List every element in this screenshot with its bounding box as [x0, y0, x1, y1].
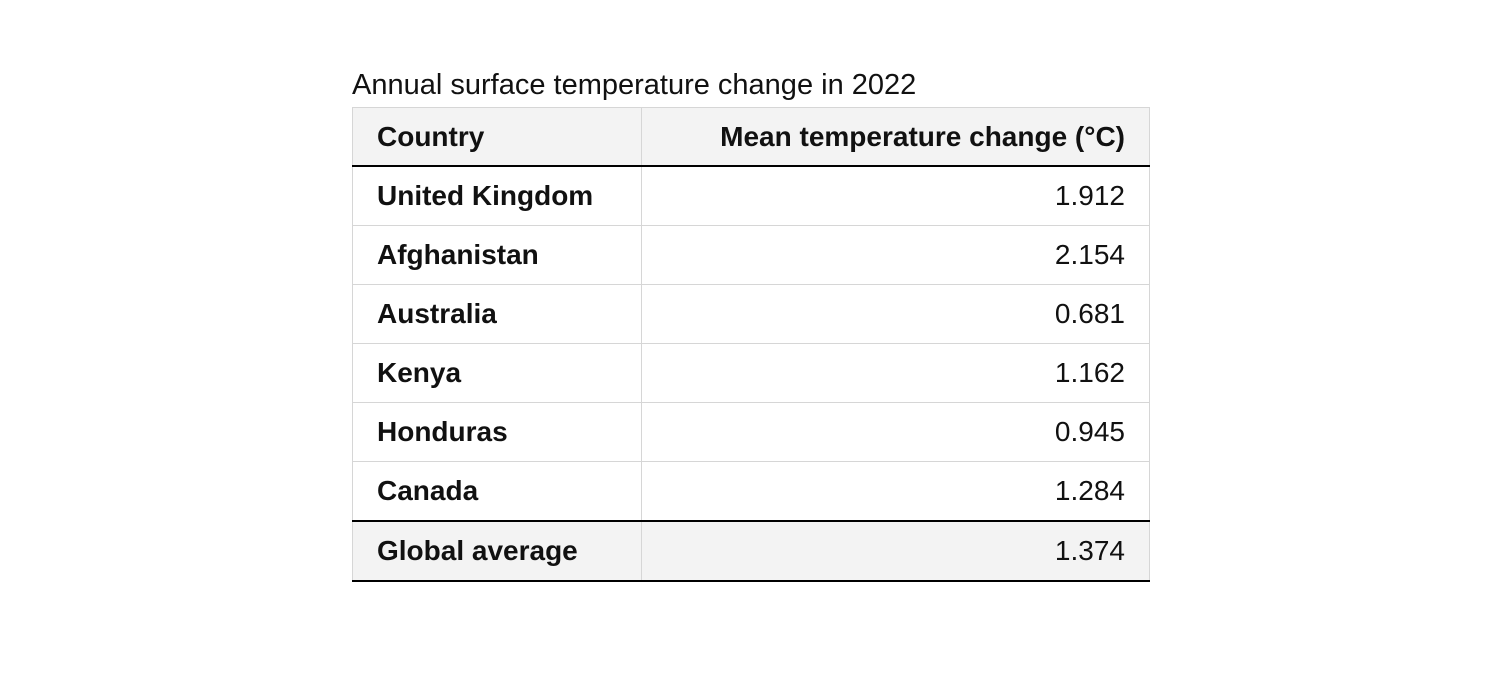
value-cell: 0.945 [641, 402, 1150, 462]
value-cell: 1.162 [641, 343, 1150, 403]
table-row: Australia 0.681 [352, 284, 1150, 344]
data-table: Country Mean temperature change (°C) Unit… [352, 107, 1150, 582]
country-cell: Afghanistan [352, 225, 642, 285]
table-row: United Kingdom 1.912 [352, 165, 1150, 226]
country-cell: Australia [352, 284, 642, 344]
table-body: United Kingdom 1.912 Afghanistan 2.154 Austr… [352, 165, 1150, 522]
header-row: Country Mean temperature change (°C) [352, 107, 1150, 167]
table-row: Canada 1.284 [352, 461, 1150, 522]
country-cell: United Kingdom [352, 165, 642, 226]
table-row: Afghanistan 2.154 [352, 225, 1150, 285]
table-row: Kenya 1.162 [352, 343, 1150, 403]
table-head: Country Mean temperature change (°C) [352, 107, 1150, 167]
column-header: Country [352, 107, 642, 167]
value-cell: 0.681 [641, 284, 1150, 344]
footer-row: Global average 1.374 [352, 520, 1150, 582]
country-cell: Honduras [352, 402, 642, 462]
country-cell: Canada [352, 461, 642, 522]
table-caption: Annual surface temperature change in 202… [352, 69, 917, 101]
table-container: Annual surface temperature change in 202… [352, 66, 1150, 582]
value-cell: 2.154 [641, 225, 1150, 285]
value-cell: 1.912 [641, 165, 1150, 226]
average-value-cell: 1.374 [641, 520, 1150, 582]
table-foot: Global average 1.374 [352, 520, 1150, 582]
value-cell: 1.284 [641, 461, 1150, 522]
average-label-cell: Global average [352, 520, 642, 582]
table-row: Honduras 0.945 [352, 402, 1150, 462]
country-cell: Kenya [352, 343, 642, 403]
column-header: Mean temperature change (°C) [641, 107, 1150, 167]
